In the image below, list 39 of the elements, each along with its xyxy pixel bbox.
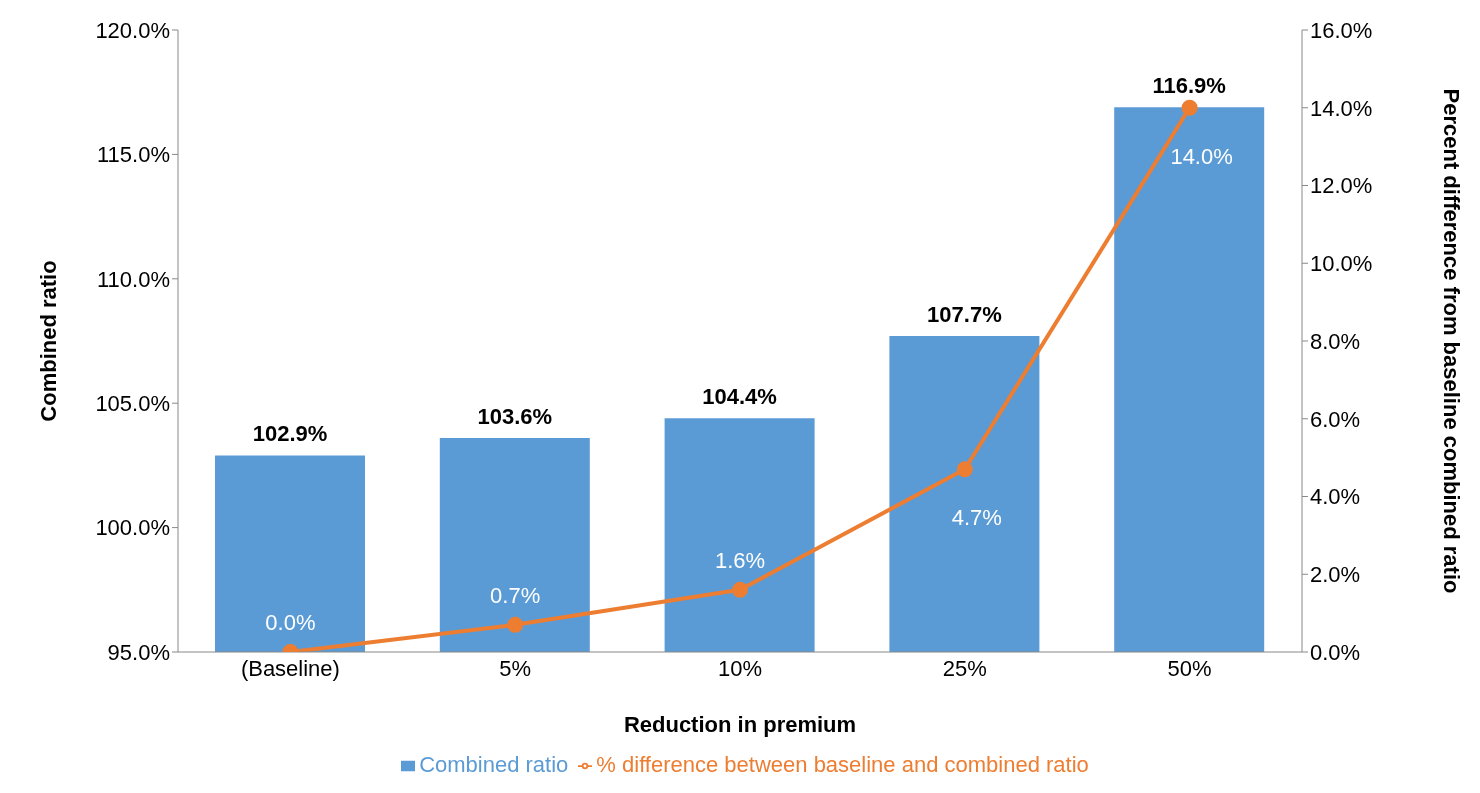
point xyxy=(732,581,748,598)
y-tick-label: 105.0% xyxy=(95,391,170,417)
y2-tick-label: 4.0% xyxy=(1310,484,1361,510)
y2-tick-label: 0.0% xyxy=(1310,639,1361,665)
y2-tick-label: 12.0% xyxy=(1310,173,1373,199)
data-label: 0.0% xyxy=(265,610,316,635)
x-tick-label: (Baseline) xyxy=(240,655,340,681)
x-axis-title: Reduction in premium xyxy=(623,712,857,737)
y-tick-label: 115.0% xyxy=(97,142,170,168)
legend-label: Combined ratio xyxy=(419,752,569,777)
data-label: 0.7% xyxy=(490,582,541,608)
x-tick-label: 50% xyxy=(1167,655,1212,681)
data-label: 107.7% xyxy=(927,302,1002,328)
y-tick-label: 120.0% xyxy=(95,17,170,43)
y2-axis-title: Percent difference from baseline combined ratio xyxy=(1439,88,1465,594)
data-label: 102.9% xyxy=(252,421,328,447)
x-tick-label: 5% xyxy=(499,655,532,681)
y2-tick-label: 6.0% xyxy=(1310,406,1361,432)
x-tick-label: 10% xyxy=(717,655,763,681)
data-label: 103.6% xyxy=(477,404,553,430)
y-tick-label: 100.0% xyxy=(95,515,170,541)
data-label: 116.9% xyxy=(1152,73,1226,99)
y-tick-label: 95.0% xyxy=(107,639,170,665)
point xyxy=(956,461,973,478)
y2-tick-label: 8.0% xyxy=(1310,328,1361,354)
data-label: 1.6% xyxy=(714,547,766,573)
point xyxy=(507,616,524,633)
y2-tick-label: 10.0% xyxy=(1310,251,1373,277)
point xyxy=(1181,99,1198,116)
y-tick-label: 110.0% xyxy=(97,266,170,292)
legend-label: % difference between baseline and combined ratio xyxy=(596,752,1089,777)
y-axis-title: Combined ratio xyxy=(35,260,61,422)
data-label: 104.4% xyxy=(702,384,777,410)
y2-tick-label: 14.0% xyxy=(1310,95,1373,121)
y2-tick-label: 2.0% xyxy=(1310,562,1361,588)
data-label: 4.7% xyxy=(951,505,1002,531)
data-label: 14.0% xyxy=(1170,143,1233,169)
x-tick-label: 25% xyxy=(942,655,987,681)
y2-tick-label: 16.0% xyxy=(1310,17,1373,43)
